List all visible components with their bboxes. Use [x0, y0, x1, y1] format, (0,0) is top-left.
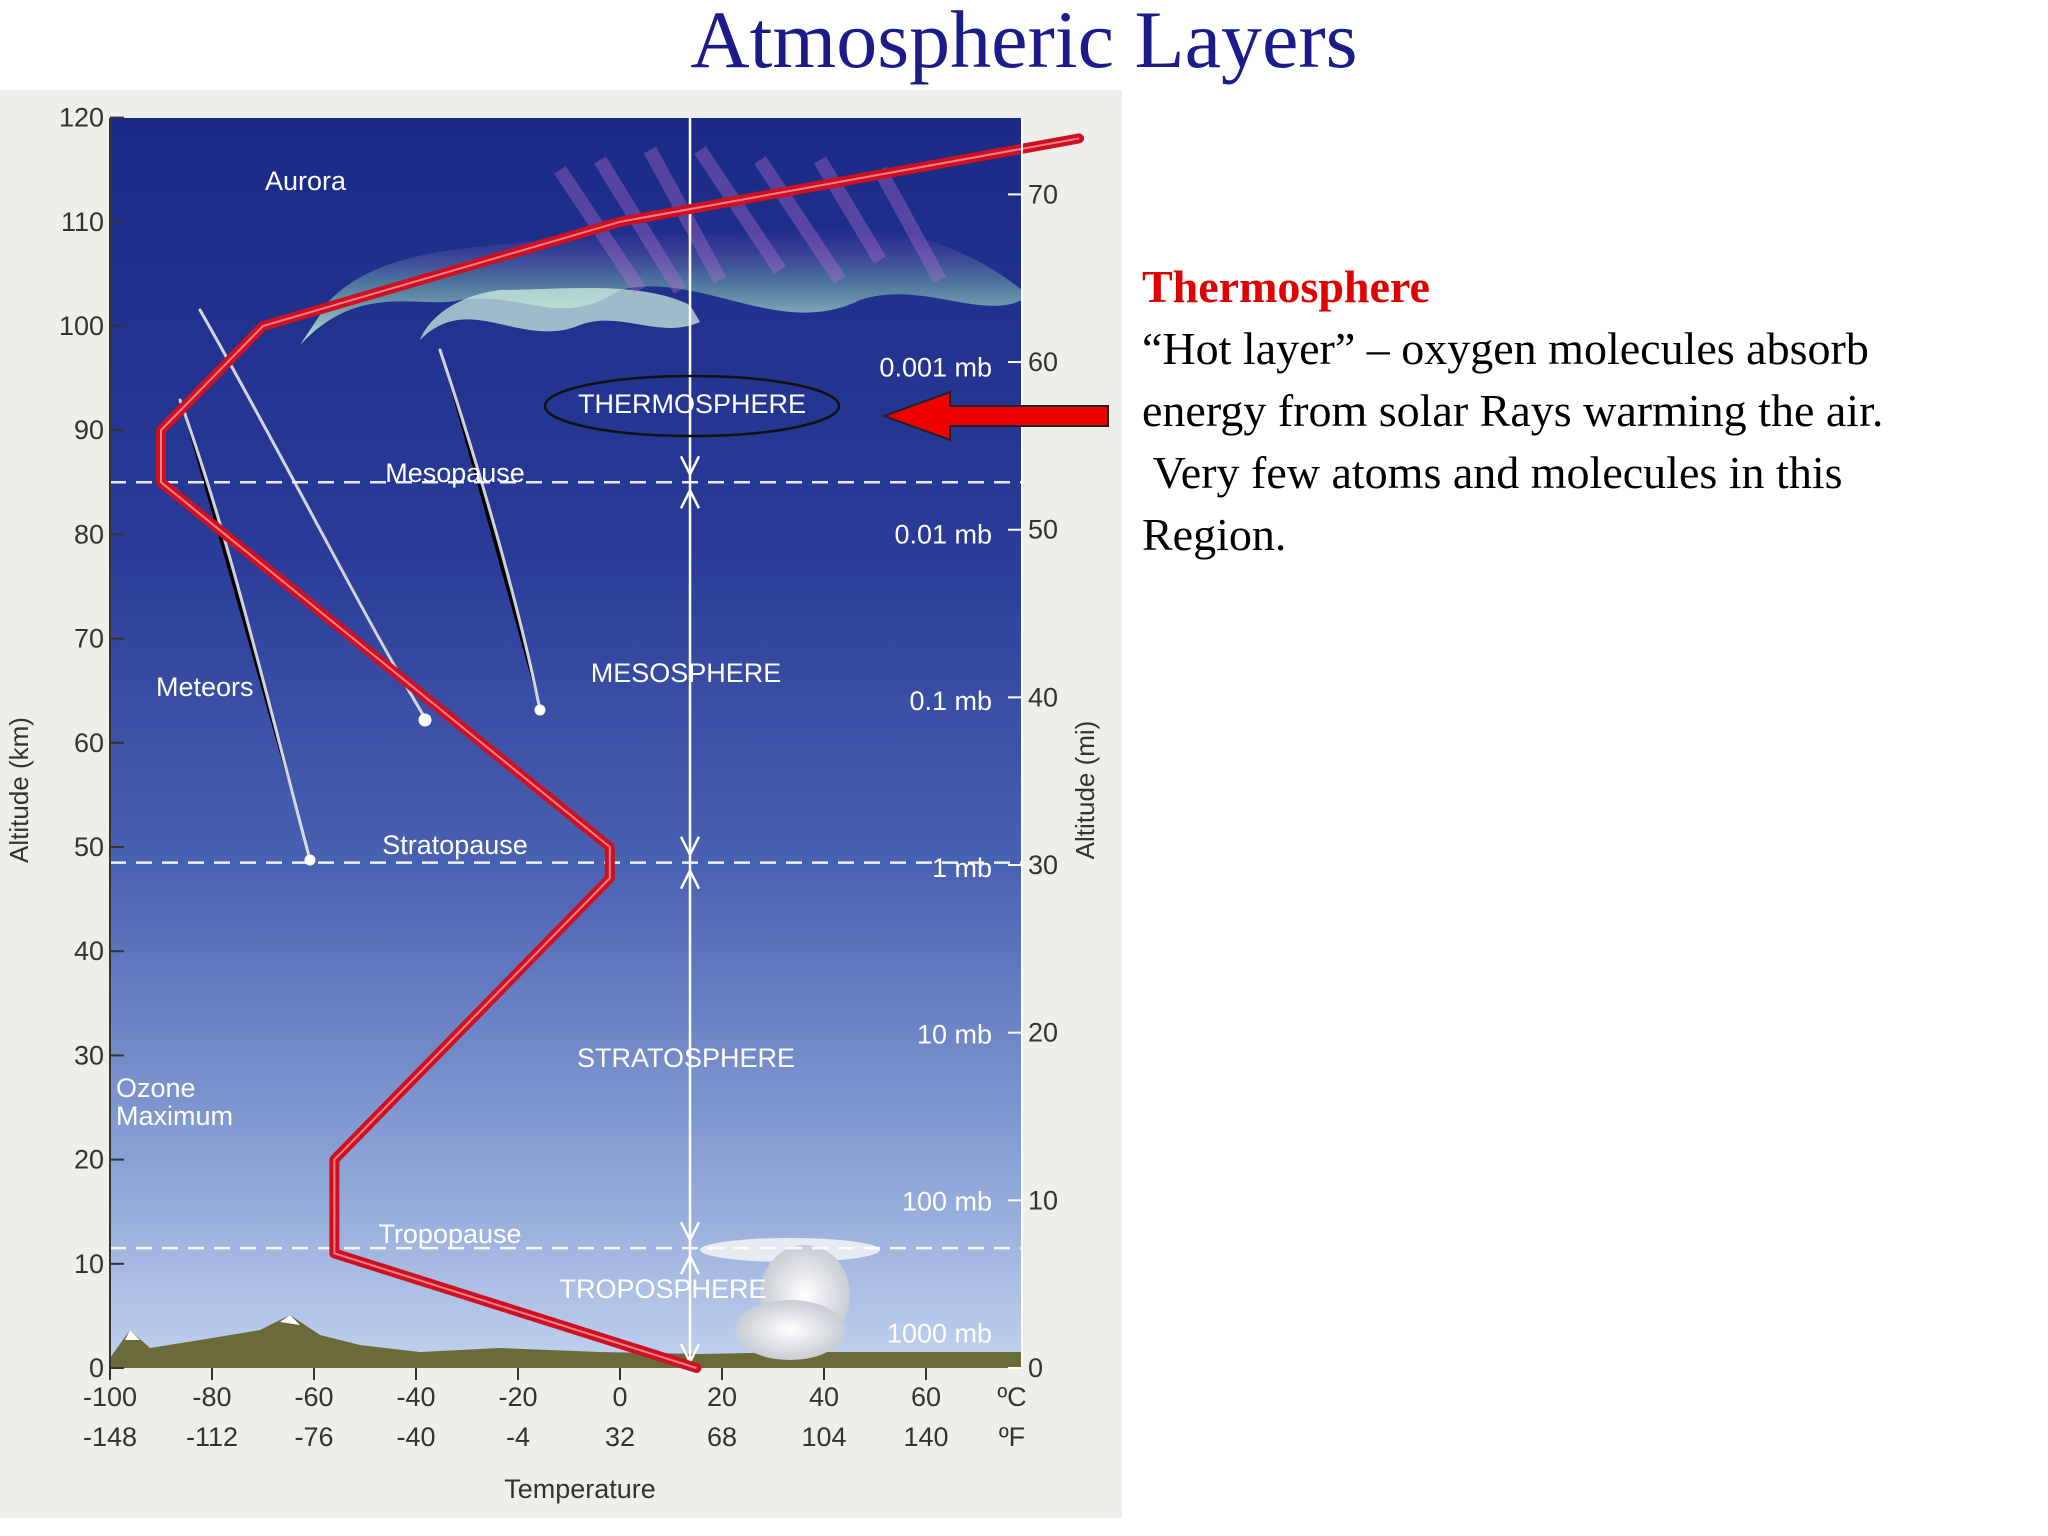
mi-tick-label: 0 [1028, 1353, 1043, 1383]
km-tick-label: 80 [74, 519, 104, 549]
mi-tick-label: 20 [1028, 1018, 1058, 1048]
left-axis-ticks: 0 10 20 30 40 50 60 70 80 90 100 110 120 [59, 103, 124, 1383]
meteors-label: Meteors [156, 672, 254, 702]
left-axis-label: Altitude (km) [4, 717, 34, 863]
fahrenheit-tick-label: 68 [707, 1422, 737, 1452]
description-heading: Thermosphere [1142, 261, 1430, 312]
mi-tick-label: 10 [1028, 1185, 1058, 1215]
celsius-tick-label: 20 [707, 1382, 737, 1412]
arrow-head [679, 867, 701, 890]
boundary-lines [110, 481, 1022, 1250]
pressure-label: 1000 mb [887, 1319, 992, 1349]
fahrenheit-tick-label: -4 [506, 1422, 530, 1452]
maximum-label: Maximum [116, 1101, 233, 1131]
pressure-label: 0.001 mb [879, 353, 992, 383]
x-axis-label: Temperature [504, 1474, 656, 1504]
description-line: “Hot layer” – oxygen molecules absorb [1142, 323, 1869, 374]
pressure-label: 1 mb [932, 853, 992, 883]
fahrenheit-tick-label: 140 [903, 1422, 948, 1452]
km-tick-label: 120 [59, 103, 104, 133]
celsius-unit: ºC [997, 1382, 1026, 1412]
atmosphere-diagram: 0 10 20 30 40 50 60 70 80 90 100 110 120 0 10 20 30 40 50… [0, 90, 1122, 1518]
thermosphere-description: Thermosphere “Hot layer” – oxygen molecu… [1142, 256, 2022, 566]
arrow-head [679, 487, 701, 509]
km-tick-label: 30 [74, 1040, 104, 1070]
thunderstorm-cloud [700, 1238, 880, 1360]
celsius-tick-label: -20 [498, 1382, 537, 1412]
fahrenheit-unit: ºF [999, 1422, 1025, 1452]
pressure-labels: 0.001 mb 0.01 mb 0.1 mb 1 mb 10 mb 100 mb 1000… [879, 353, 992, 1349]
celsius-tick-label: -80 [192, 1382, 231, 1412]
celsius-tick-label: 40 [809, 1382, 839, 1412]
km-tick-label: 110 [61, 207, 104, 237]
arrow-head [679, 455, 701, 478]
aurora-label: Aurora [265, 166, 347, 196]
pressure-label: 10 mb [917, 1020, 992, 1050]
mi-tick-label: 50 [1028, 515, 1058, 545]
pressure-label: 0.01 mb [894, 519, 992, 549]
boundary-label-mesopause: Mesopause [385, 458, 525, 488]
fahrenheit-tick-label: -112 [186, 1422, 238, 1452]
km-tick-label: 10 [74, 1249, 104, 1279]
right-axis-label: Altitude (mi) [1070, 721, 1100, 860]
mi-tick-label: 40 [1028, 682, 1058, 712]
ozone-label: Ozone [116, 1073, 196, 1103]
pointer-arrow [881, 390, 1109, 442]
km-tick-label: 50 [74, 832, 104, 862]
boundary-label-tropopause: Tropopause [378, 1219, 521, 1249]
layer-label-stratosphere: STRATOSPHERE [577, 1043, 795, 1073]
km-tick-label: 70 [74, 624, 104, 654]
fahrenheit-tick-label: 104 [801, 1422, 846, 1452]
temperature-profile-highlight [160, 137, 1080, 1369]
temperature-axis-ticks: -100-148-80-112-60-76-40-40-20-403220684… [83, 1368, 949, 1452]
fahrenheit-tick-label: -40 [396, 1422, 435, 1452]
mi-tick-label: 60 [1028, 347, 1058, 377]
pressure-label: 100 mb [902, 1186, 992, 1216]
boundary-label-stratopause: Stratopause [382, 830, 528, 860]
celsius-tick-label: -100 [83, 1382, 137, 1412]
description-line: Very few atoms and molecules in this [1142, 447, 1843, 498]
thermosphere-highlight-ellipse [543, 374, 841, 438]
km-tick-label: 20 [74, 1145, 104, 1175]
page-title: Atmospheric Layers [690, 0, 1358, 85]
layer-label-thermosphere: THERMOSPHERE [578, 389, 806, 419]
pressure-label: 0.1 mb [909, 686, 992, 716]
fahrenheit-tick-label: -148 [83, 1422, 137, 1452]
arrow-head [679, 1221, 701, 1243]
km-tick-label: 60 [74, 728, 104, 758]
fahrenheit-tick-label: 32 [605, 1422, 635, 1452]
right-axis-ticks: 0 10 20 30 40 50 60 70 [1008, 179, 1058, 1383]
km-tick-label: 90 [74, 415, 104, 445]
celsius-tick-label: 60 [911, 1382, 941, 1412]
mi-tick-label: 70 [1028, 179, 1058, 209]
arrow-head [679, 836, 701, 858]
description-line: Region. [1142, 509, 1287, 560]
celsius-tick-label: 0 [612, 1382, 627, 1412]
description-line: energy from solar Rays warming the air. [1142, 385, 1884, 436]
km-tick-label: 0 [89, 1353, 104, 1383]
celsius-tick-label: -60 [294, 1382, 333, 1412]
layer-extent-arrows [679, 117, 701, 1368]
km-tick-label: 40 [74, 936, 104, 966]
mi-tick-label: 30 [1028, 850, 1058, 880]
arrow-head [679, 1253, 701, 1275]
layer-label-mesosphere: MESOSPHERE [591, 658, 782, 688]
fahrenheit-tick-label: -76 [294, 1422, 333, 1452]
layer-label-troposphere: TROPOSPHERE [559, 1274, 766, 1304]
celsius-tick-label: -40 [396, 1382, 435, 1412]
km-tick-label: 100 [59, 311, 104, 341]
